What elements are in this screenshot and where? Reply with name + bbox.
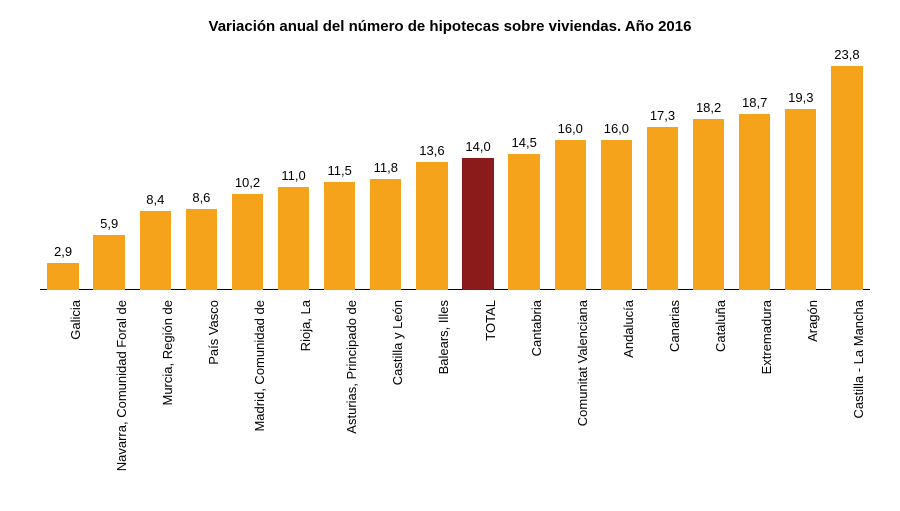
bar <box>785 109 816 290</box>
bar <box>831 66 862 290</box>
category-label: Castilla - La Mancha <box>851 300 866 419</box>
bar-cell: 18,2 <box>686 55 732 290</box>
category-label: TOTAL <box>483 300 498 341</box>
value-label: 19,3 <box>778 90 824 105</box>
bar-cell: 10,2 <box>224 55 270 290</box>
category-label: Cantabria <box>529 300 544 356</box>
category-label: Madrid, Comunidad de <box>252 300 267 432</box>
bar <box>739 114 770 290</box>
category-label: Asturias, Principado de <box>344 300 359 434</box>
bar-cell: 11,5 <box>317 55 363 290</box>
bar <box>693 119 724 290</box>
bar <box>370 179 401 290</box>
category-label: Murcia, Región de <box>160 300 175 406</box>
value-label: 5,9 <box>86 216 132 231</box>
bar-cell: 19,3 <box>778 55 824 290</box>
bar-cell: 8,4 <box>132 55 178 290</box>
plot-area: 2,95,98,48,610,211,011,511,813,614,014,5… <box>40 55 870 290</box>
bar-cell: 11,8 <box>363 55 409 290</box>
bar <box>186 209 217 290</box>
chart-title: Variación anual del número de hipotecas … <box>0 18 900 35</box>
bar <box>647 127 678 290</box>
bar <box>555 140 586 290</box>
category-label: Canarias <box>667 300 682 352</box>
value-label: 18,2 <box>686 100 732 115</box>
bar-cell: 14,0 <box>455 55 501 290</box>
bar <box>47 263 78 290</box>
value-label: 2,9 <box>40 244 86 259</box>
category-label: Comunitat Valenciana <box>575 300 590 426</box>
chart-container: Variación anual del número de hipotecas … <box>0 0 900 511</box>
bar-cell: 11,0 <box>271 55 317 290</box>
value-label: 8,4 <box>132 192 178 207</box>
value-label: 17,3 <box>639 108 685 123</box>
category-label: Cataluña <box>713 300 728 352</box>
value-label: 23,8 <box>824 47 870 62</box>
value-label: 16,0 <box>547 121 593 136</box>
bar-cell: 17,3 <box>639 55 685 290</box>
value-label: 11,8 <box>363 160 409 175</box>
bar-cell: 13,6 <box>409 55 455 290</box>
category-label: Extremadura <box>759 300 774 374</box>
category-label: Rioja, La <box>298 300 313 351</box>
bar <box>601 140 632 290</box>
value-label: 16,0 <box>593 121 639 136</box>
category-label: Castilla y León <box>390 300 405 385</box>
category-label: Balears, Illes <box>436 300 451 374</box>
bar-cell: 2,9 <box>40 55 86 290</box>
bar-cell: 18,7 <box>732 55 778 290</box>
value-label: 14,5 <box>501 135 547 150</box>
category-label: Galicia <box>68 300 83 340</box>
category-label: Aragón <box>805 300 820 342</box>
value-label: 18,7 <box>732 95 778 110</box>
bar-cell: 8,6 <box>178 55 224 290</box>
category-label: Andalucía <box>621 300 636 358</box>
bar <box>232 194 263 290</box>
value-label: 11,5 <box>317 163 363 178</box>
bar <box>93 235 124 290</box>
category-label: Navarra, Comunidad Foral de <box>114 300 129 471</box>
value-label: 10,2 <box>224 175 270 190</box>
value-label: 11,0 <box>271 168 317 183</box>
bar-cell: 16,0 <box>593 55 639 290</box>
category-label: País Vasco <box>206 300 221 365</box>
bar-cell: 14,5 <box>501 55 547 290</box>
bar <box>140 211 171 290</box>
bar <box>508 154 539 290</box>
bar <box>278 187 309 290</box>
bar-cell: 23,8 <box>824 55 870 290</box>
bar <box>416 162 447 290</box>
value-label: 14,0 <box>455 139 501 154</box>
bar-total <box>462 158 493 290</box>
bar-cell: 5,9 <box>86 55 132 290</box>
category-labels: Galicia Navarra, Comunidad Foral de Murcia… <box>40 290 870 500</box>
value-label: 8,6 <box>178 190 224 205</box>
value-label: 13,6 <box>409 143 455 158</box>
bar <box>324 182 355 290</box>
bar-cell: 16,0 <box>547 55 593 290</box>
